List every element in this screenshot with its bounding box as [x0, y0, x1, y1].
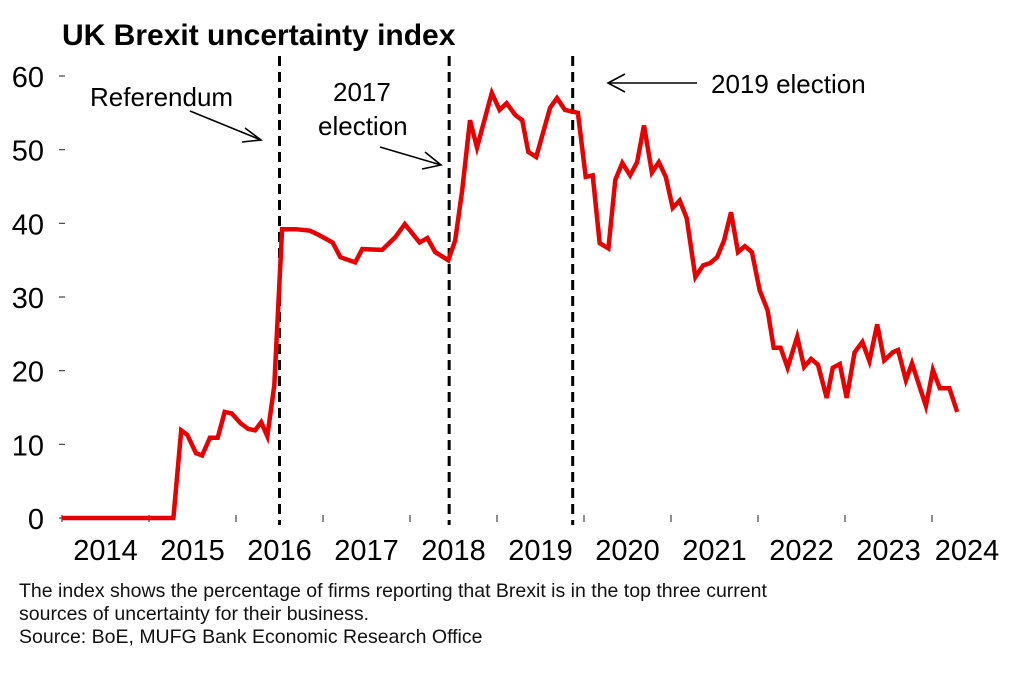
series-line — [62, 86, 960, 521]
y-tick-label: 0 — [28, 504, 44, 536]
x-tick-label: 2024 — [935, 535, 1000, 567]
note-line-1: The index shows the percentage of firms … — [19, 580, 767, 602]
annotation-2017-line2: election — [318, 111, 408, 141]
x-tick-label: 2022 — [769, 535, 834, 567]
arrow-2017-election — [379, 146, 443, 170]
y-tick-label: 10 — [12, 430, 44, 462]
x-tick-label: 2015 — [160, 535, 225, 567]
y-tick-label: 30 — [12, 283, 44, 315]
x-tick-label: 2017 — [334, 535, 399, 567]
x-tick-label: 2021 — [682, 535, 747, 567]
x-tick-label: 2014 — [73, 535, 138, 567]
arrow-2019-election — [606, 73, 697, 93]
source-line: Source: BoE, MUFG Bank Economic Research… — [19, 626, 483, 648]
x-tick-label: 2016 — [247, 535, 312, 567]
arrow-referendum — [189, 110, 264, 143]
x-tick-label: 2023 — [856, 535, 921, 567]
chart: UK Brexit uncertainty index 0 10 20 30 40 50 6… — [12, 19, 1000, 567]
chart-title: UK Brexit uncertainty index — [62, 19, 456, 52]
y-tick-label: 50 — [12, 136, 44, 168]
x-tick-label: 2018 — [421, 535, 486, 567]
series — [62, 86, 960, 521]
annotations: Referendum 2017 election 2019 election — [90, 69, 866, 170]
note-line-2: sources of uncertainty for their busines… — [19, 603, 370, 625]
y-axis: 0 10 20 30 40 50 60 — [12, 62, 65, 536]
y-tick-label: 20 — [12, 357, 44, 389]
x-tick-label: 2019 — [508, 535, 573, 567]
chart-notes: The index shows the percentage of firms … — [19, 580, 767, 649]
y-tick-label: 40 — [12, 209, 44, 241]
annotation-2017-line1: 2017 — [333, 77, 391, 107]
event-lines — [278, 56, 575, 525]
annotation-referendum: Referendum — [90, 82, 233, 112]
x-axis: 2014 2015 2016 2017 2018 2019 2020 2021 2022 2023… — [61, 515, 1000, 567]
annotation-2019-election: 2019 election — [711, 69, 866, 99]
x-tick-label: 2020 — [595, 535, 660, 567]
y-tick-label: 60 — [12, 62, 44, 94]
